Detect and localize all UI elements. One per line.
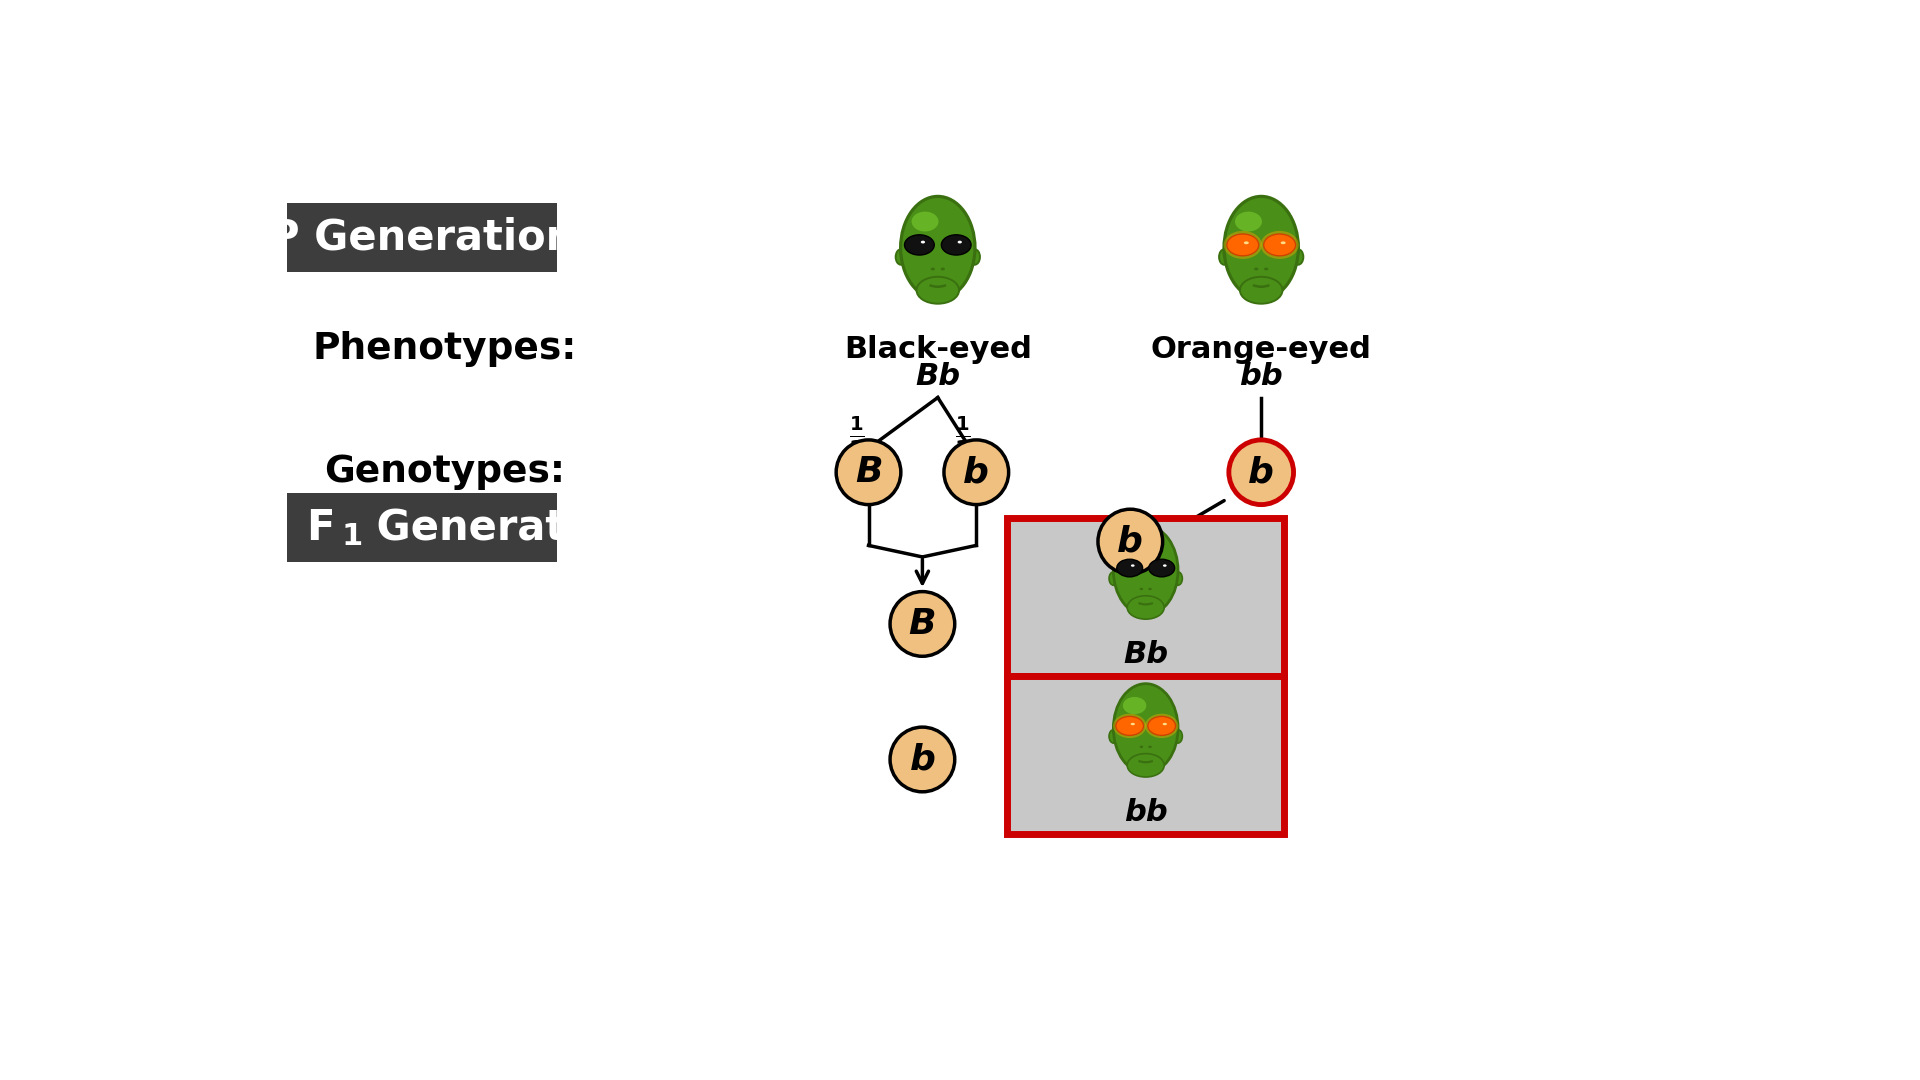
FancyBboxPatch shape (288, 203, 557, 272)
Text: Black-eyed: Black-eyed (845, 335, 1031, 364)
Text: $\mathbf{\frac{1}{2}}$: $\mathbf{\frac{1}{2}}$ (849, 415, 864, 457)
Ellipse shape (1173, 571, 1183, 585)
Ellipse shape (1148, 716, 1175, 735)
Ellipse shape (1281, 241, 1286, 244)
Text: Bb: Bb (916, 362, 960, 391)
Ellipse shape (1110, 571, 1117, 585)
Ellipse shape (1148, 588, 1152, 590)
FancyBboxPatch shape (1008, 518, 1284, 676)
Ellipse shape (1263, 268, 1269, 270)
Text: 1: 1 (342, 522, 363, 551)
Text: Orange-eyed: Orange-eyed (1150, 335, 1371, 364)
Ellipse shape (1140, 745, 1142, 748)
Text: b: b (964, 456, 989, 489)
Text: b: b (910, 742, 935, 777)
Circle shape (837, 440, 900, 504)
Ellipse shape (1114, 526, 1179, 616)
Ellipse shape (1164, 723, 1167, 726)
Ellipse shape (1219, 249, 1229, 265)
Ellipse shape (1110, 730, 1117, 743)
Ellipse shape (1227, 234, 1260, 256)
Ellipse shape (1263, 234, 1296, 256)
Ellipse shape (1235, 212, 1261, 231)
Ellipse shape (1123, 539, 1146, 556)
Ellipse shape (912, 212, 939, 231)
Ellipse shape (904, 234, 935, 255)
Ellipse shape (1144, 714, 1179, 738)
Ellipse shape (1116, 716, 1144, 735)
Ellipse shape (941, 268, 945, 270)
Ellipse shape (1123, 697, 1146, 714)
Ellipse shape (1148, 559, 1175, 577)
Text: b: b (1117, 525, 1142, 558)
Ellipse shape (1131, 565, 1135, 567)
Text: P Generation: P Generation (269, 216, 574, 258)
Ellipse shape (1164, 565, 1167, 567)
Ellipse shape (958, 241, 962, 243)
Text: $\mathbf{\frac{1}{2}}$: $\mathbf{\frac{1}{2}}$ (954, 415, 970, 457)
Text: Generation: Generation (361, 507, 637, 549)
Circle shape (945, 440, 1008, 504)
Circle shape (1098, 509, 1164, 573)
Text: bb: bb (1238, 362, 1283, 391)
Circle shape (1229, 440, 1294, 504)
Ellipse shape (1114, 714, 1146, 738)
Ellipse shape (1127, 754, 1164, 777)
Ellipse shape (1223, 231, 1261, 259)
Text: b: b (1248, 456, 1275, 489)
Ellipse shape (1148, 745, 1152, 748)
Ellipse shape (1240, 276, 1283, 303)
FancyBboxPatch shape (1008, 676, 1284, 834)
Ellipse shape (941, 234, 972, 255)
Ellipse shape (1254, 268, 1258, 270)
Ellipse shape (1292, 249, 1304, 265)
Ellipse shape (1114, 684, 1179, 773)
Text: Genotypes:: Genotypes: (324, 455, 566, 490)
Ellipse shape (931, 268, 935, 270)
Text: B: B (908, 607, 937, 640)
Ellipse shape (1261, 231, 1298, 259)
Text: Phenotypes:: Phenotypes: (313, 332, 578, 367)
Ellipse shape (1131, 723, 1135, 726)
Ellipse shape (916, 276, 960, 303)
Ellipse shape (1173, 730, 1183, 743)
Ellipse shape (1117, 559, 1142, 577)
FancyBboxPatch shape (288, 494, 557, 563)
Text: F: F (307, 507, 334, 549)
Ellipse shape (922, 241, 925, 243)
Text: bb: bb (1123, 798, 1167, 827)
Text: Bb: Bb (1123, 640, 1167, 670)
Ellipse shape (970, 249, 979, 265)
Circle shape (891, 727, 954, 792)
Ellipse shape (895, 249, 906, 265)
Ellipse shape (900, 197, 975, 299)
Text: B: B (854, 456, 883, 489)
Ellipse shape (1225, 197, 1298, 299)
Ellipse shape (1244, 241, 1248, 244)
Circle shape (891, 592, 954, 657)
Ellipse shape (1127, 596, 1164, 619)
Ellipse shape (1140, 588, 1142, 590)
